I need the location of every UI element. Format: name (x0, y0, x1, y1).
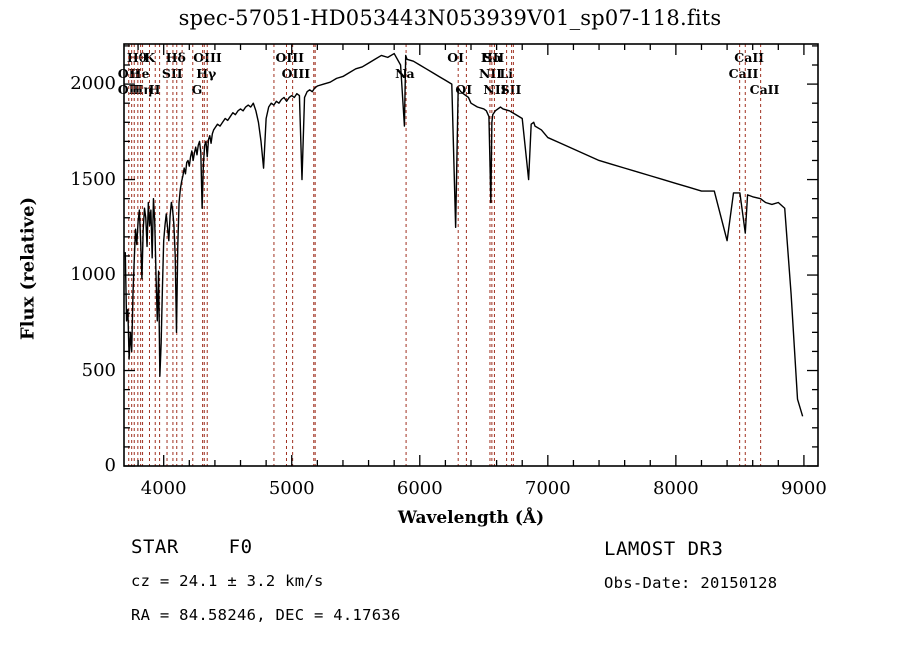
x-axis-label: Wavelength (Å) (397, 508, 545, 528)
x-tick-label: 5000 (268, 478, 315, 499)
spectral-line-label: Hη (131, 82, 153, 97)
spectral-line-label: OI (455, 82, 473, 97)
spectral-line-label: CaII (728, 66, 759, 81)
x-tick-label: 8000 (652, 478, 699, 499)
y-tick-label: 1000 (70, 264, 116, 286)
spectral-line-label: OIII (275, 50, 304, 65)
spectral-line-label: NII (483, 82, 507, 97)
survey-name: LAMOST DR3 (604, 538, 724, 560)
spectral-line-label: OIII (281, 66, 311, 81)
redshift-velocity: cz = 24.1 ± 3.2 km/s (131, 572, 324, 590)
y-tick-label: 0 (104, 455, 116, 476)
spectral-line-label: CaII (734, 50, 765, 65)
spectral-line-label: OI (447, 50, 464, 65)
spectral-line-label: CaII (749, 82, 780, 97)
y-tick-label: 1500 (70, 168, 116, 190)
x-tick-label: 7000 (524, 478, 571, 499)
spectral-line-label: Hδ (165, 50, 186, 65)
object-type: STAR (131, 536, 179, 558)
spectral-line-label: G (191, 82, 203, 97)
coordinates: RA = 84.58246, DEC = 4.17636 (131, 606, 401, 624)
page-title: spec-57051-HD053443N053939V01_sp07-118.f… (178, 6, 722, 30)
observation-date: Obs-Date: 20150128 (604, 574, 778, 592)
object-summary: STAR F0 (131, 536, 253, 558)
spectral-line-label: SII (483, 50, 505, 65)
spectral-line-label: SII (500, 82, 522, 97)
x-tick-label: 6000 (396, 478, 443, 499)
x-tick-label: 4000 (140, 478, 187, 499)
spectral-line-label: NII (478, 66, 503, 81)
spectral-line-label: Hθ (126, 50, 147, 65)
x-tick-label: 9000 (781, 478, 827, 499)
y-tick-label: 2000 (70, 73, 116, 95)
spectral-class: F0 (228, 536, 253, 558)
spectral-line-label: Li (499, 66, 513, 81)
spectral-line-label: H (148, 82, 161, 97)
spectral-line-label: Hγ (196, 66, 217, 81)
y-tick-label: 500 (81, 359, 116, 381)
